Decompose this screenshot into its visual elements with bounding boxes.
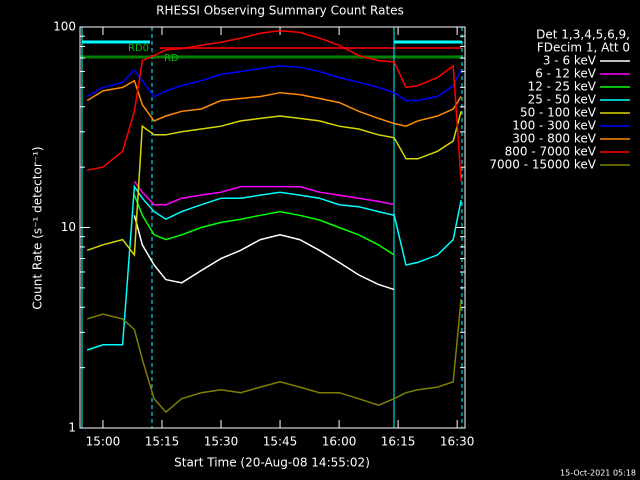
legend-label: 7000 - 15000 keV bbox=[489, 158, 596, 172]
series-line bbox=[133, 215, 395, 291]
y-tick-label: 100 bbox=[53, 20, 76, 34]
x-tick-label: 16:30 bbox=[440, 435, 475, 449]
legend-label: 300 - 800 keV bbox=[512, 132, 596, 146]
x-tick-label: 16:15 bbox=[381, 435, 416, 449]
x-tick-label: 15:15 bbox=[145, 435, 180, 449]
x-tick-label: 16:00 bbox=[322, 435, 357, 449]
legend-label: 50 - 100 keV bbox=[520, 106, 597, 120]
legend-header: Det 1,3,4,5,6,9, bbox=[536, 28, 630, 42]
y-tick-label: 10 bbox=[61, 220, 76, 234]
series-line bbox=[133, 180, 395, 206]
series-line bbox=[133, 194, 395, 256]
x-axis-label: Start Time (20-Aug-08 14:55:02) bbox=[174, 456, 370, 470]
series-line bbox=[86, 65, 462, 102]
chart-title: RHESSI Observing Summary Count Rates bbox=[156, 4, 404, 18]
legend-label: 12 - 25 keV bbox=[528, 80, 597, 94]
x-tick-label: 15:00 bbox=[86, 435, 121, 449]
x-tick-label: 15:30 bbox=[204, 435, 239, 449]
series-line bbox=[86, 184, 462, 351]
legend-label: 800 - 7000 keV bbox=[505, 145, 597, 159]
annotation: RD bbox=[164, 53, 179, 64]
legend-label: 100 - 300 keV bbox=[512, 119, 596, 133]
legend-label: 25 - 50 keV bbox=[528, 93, 597, 107]
x-tick-label: 15:45 bbox=[263, 435, 298, 449]
y-axis-label: Count Rate (s⁻¹ detector⁻¹) bbox=[31, 146, 45, 309]
series-line bbox=[86, 111, 462, 257]
series-line bbox=[86, 79, 462, 127]
legend-header: FDecim 1, Att 0 bbox=[537, 41, 630, 55]
legend-label: 6 - 12 keV bbox=[535, 67, 597, 81]
series-line bbox=[86, 298, 462, 414]
legend-label: 3 - 6 keV bbox=[543, 54, 597, 68]
series-line bbox=[87, 29, 462, 182]
footer: 15-Oct-2021 05:18 bbox=[560, 469, 636, 478]
y-tick-label: 1 bbox=[68, 421, 76, 435]
annotation: RD0 bbox=[128, 43, 149, 54]
